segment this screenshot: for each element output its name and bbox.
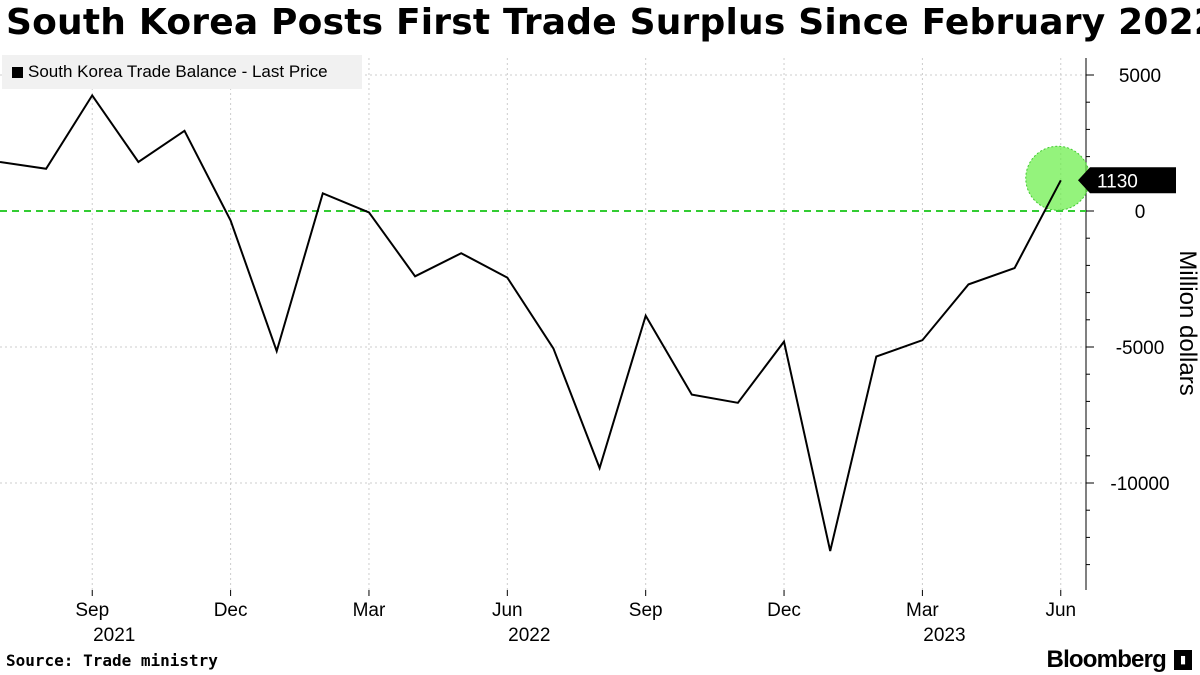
x-tick-label: Mar xyxy=(353,600,386,621)
last-value-callout-background xyxy=(1078,167,1176,194)
legend-label: South Korea Trade Balance - Last Price xyxy=(28,62,328,81)
x-tick-label: Dec xyxy=(767,600,801,621)
x-year-label: 2023 xyxy=(923,625,965,646)
x-tick-label: Jun xyxy=(492,600,523,621)
y-axis-label: Million dollars xyxy=(1174,250,1200,395)
x-tick-label: Mar xyxy=(906,600,939,621)
x-tick-label: Sep xyxy=(75,600,109,621)
x-axis: Sep 2021 Dec Mar Jun 2022 Sep Dec Mar 2023 Jun xyxy=(75,590,1076,646)
y-tick-label: -5000 xyxy=(1116,338,1165,359)
x-year-label: 2021 xyxy=(93,625,135,646)
x-year-label: 2022 xyxy=(508,625,550,646)
grid-lines xyxy=(0,58,1086,590)
x-tick-label: Jun xyxy=(1045,600,1076,621)
last-value-label: 1130 xyxy=(1097,171,1138,192)
y-tick-label: 0 xyxy=(1135,202,1146,223)
y-axis: 5000 0 -5000 -10000 xyxy=(1085,58,1170,590)
legend-swatch xyxy=(12,66,23,78)
brand-logo: Bloomberg xyxy=(1046,646,1167,673)
bloomberg-icon: ▮ xyxy=(1174,650,1192,670)
legend: South Korea Trade Balance - Last Price xyxy=(2,55,362,89)
y-tick-label: 5000 xyxy=(1119,66,1161,87)
trade-balance-line xyxy=(0,93,1062,552)
y-tick-label: -10000 xyxy=(1110,474,1169,495)
x-tick-label: Dec xyxy=(214,600,248,621)
source-note: Source: Trade ministry xyxy=(6,651,218,670)
x-tick-label: Sep xyxy=(629,600,663,621)
last-value-callout: 1130 xyxy=(1078,167,1176,194)
chart-title: South Korea Posts First Trade Surplus Si… xyxy=(6,2,1200,43)
